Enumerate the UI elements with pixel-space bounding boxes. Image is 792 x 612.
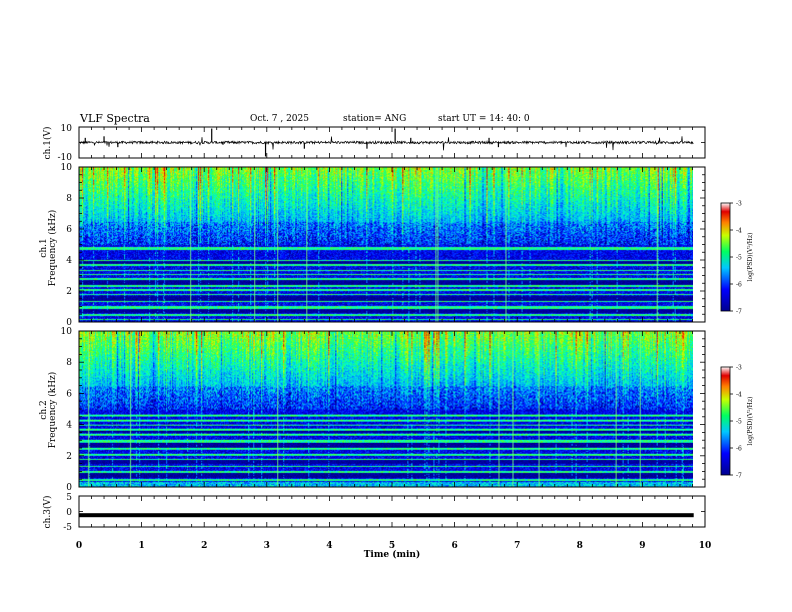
ch3-waveform-trace bbox=[79, 513, 694, 518]
ch3-ytick-mid: 0 bbox=[66, 508, 72, 518]
spectrogram-ytick-label: 4 bbox=[66, 421, 72, 431]
x-tick-label: 3 bbox=[264, 541, 270, 551]
ch1-ytick-bottom: -10 bbox=[58, 153, 73, 163]
ch1-colorbar-ticks: -3 -4 -5 -6 -7 bbox=[730, 201, 742, 316]
x-tick-label: 6 bbox=[451, 541, 457, 551]
ch1-ytick-top: 10 bbox=[61, 124, 73, 134]
ch1-waveform-line bbox=[78, 136, 694, 151]
x-axis-label: Time (min) bbox=[364, 549, 421, 560]
chart-title: VLF Spectra bbox=[80, 112, 150, 125]
ch3-ytick-bottom: -5 bbox=[63, 523, 72, 533]
x-tick-label: 2 bbox=[201, 541, 207, 551]
spectrogram-ytick-label: 8 bbox=[66, 194, 72, 204]
spectrogram-ytick-label: 2 bbox=[66, 452, 72, 462]
spectrogram-ytick-label: 10 bbox=[61, 163, 73, 173]
colorbar-tick-label: -5 bbox=[736, 255, 742, 262]
ch1-spectrogram-ylabel-channel: ch.1 bbox=[39, 238, 49, 257]
ch1-waveform-trace bbox=[78, 128, 694, 157]
ch2-colorbar-label: log(PSD)(V²/Hz) bbox=[747, 397, 754, 446]
colorbar-tick-label: -4 bbox=[736, 228, 742, 235]
ch1-spectrogram-heatmap bbox=[79, 167, 694, 322]
x-tick-label: 0 bbox=[76, 541, 82, 551]
colorbar-tick-label: -4 bbox=[736, 392, 742, 399]
ch2-spectrogram-heatmap bbox=[79, 331, 694, 487]
ch2-colorbar bbox=[720, 366, 731, 476]
spectrogram-ytick-label: 6 bbox=[66, 225, 72, 235]
colorbar-tick-label: -7 bbox=[736, 309, 742, 316]
spectrogram-ytick-label: 0 bbox=[66, 318, 72, 328]
ch1-colorbar-label: log(PSD)(V²/Hz) bbox=[747, 233, 754, 282]
ch1-waveform-panel: 10 -10 ch.1(V) bbox=[42, 124, 706, 163]
ch2-spectrogram-ytick-labels: 0 2 4 6 8 10 bbox=[61, 327, 73, 493]
colorbar-tick-label: -6 bbox=[736, 446, 742, 453]
x-tick-label: 10 bbox=[699, 541, 712, 551]
spectrogram-ytick-label: 8 bbox=[66, 358, 72, 368]
colorbar-tick-label: -5 bbox=[736, 419, 742, 426]
ch1-spectrogram-ylabel: Frequency (kHz) bbox=[47, 210, 58, 287]
header-station: station= ANG bbox=[343, 114, 407, 124]
spectrogram-ytick-label: 2 bbox=[66, 287, 72, 297]
colorbar-tick-label: -3 bbox=[736, 365, 742, 372]
ch3-waveform-ylabel: ch.3(V) bbox=[42, 496, 53, 529]
ch3-ytick-top: 5 bbox=[66, 493, 72, 503]
spectrogram-ytick-label: 6 bbox=[66, 389, 72, 399]
x-axis-tick-labels: 0 1 2 3 4 5 6 7 8 9 10 bbox=[76, 541, 711, 551]
spectrogram-ytick-label: 4 bbox=[66, 256, 72, 266]
header-start-time: start UT = 14: 40: 0 bbox=[438, 114, 530, 124]
x-tick-label: 4 bbox=[326, 541, 332, 551]
spectrogram-ytick-label: 10 bbox=[61, 327, 73, 337]
x-tick-label: 9 bbox=[639, 541, 645, 551]
x-tick-label: 5 bbox=[389, 541, 395, 551]
ch2-spectrogram-ylabel: Frequency (kHz) bbox=[47, 372, 58, 449]
x-tick-label: 8 bbox=[577, 541, 583, 551]
ch2-spectrogram-ylabel-channel: ch.2 bbox=[39, 400, 49, 419]
colorbar-tick-label: -3 bbox=[736, 201, 742, 208]
spectrogram-ytick-label: 0 bbox=[66, 483, 72, 493]
x-tick-label: 7 bbox=[514, 541, 520, 551]
colorbar-tick-label: -7 bbox=[736, 473, 742, 480]
ch1-spectrogram-ytick-labels: 0 2 4 6 8 10 bbox=[61, 163, 73, 328]
ch1-waveform-ylabel: ch.1(V) bbox=[42, 127, 53, 160]
ch3-waveform-panel: 5 0 -5 ch.3(V) bbox=[42, 493, 706, 533]
colorbar-tick-label: -6 bbox=[736, 282, 742, 289]
ch3-waveform-frame bbox=[78, 495, 706, 528]
header-date: Oct. 7 , 2025 bbox=[250, 114, 309, 124]
x-tick-label: 1 bbox=[138, 541, 144, 551]
ch2-colorbar-ticks: -3 -4 -5 -6 -7 bbox=[730, 365, 742, 480]
ch1-colorbar bbox=[720, 202, 731, 312]
